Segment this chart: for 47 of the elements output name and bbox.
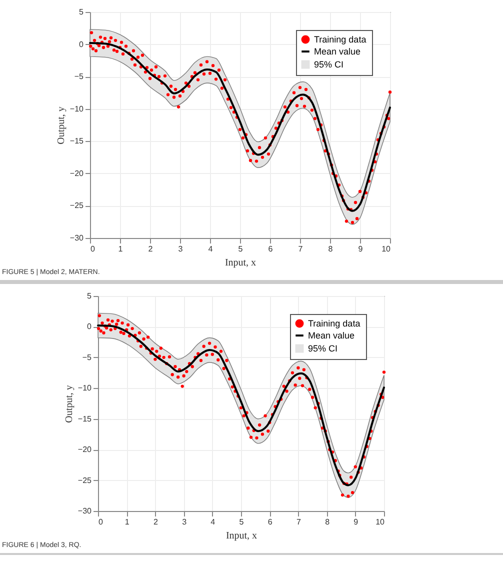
x-axis-title: Input, x [226, 530, 258, 542]
y-tick-label: −15 [70, 136, 84, 146]
y-tick-label: −25 [70, 201, 84, 210]
y-tick-label: −5 [82, 352, 92, 362]
x-tick-label: 7 [298, 244, 304, 254]
y-tick-label: −25 [78, 476, 92, 485]
y-tick-label: −20 [78, 445, 92, 454]
y-tick-label: 0 [87, 322, 92, 332]
x-tick-label: 0 [98, 518, 104, 526]
legend-label: Training data [308, 318, 360, 328]
y-tick-label: −10 [78, 384, 92, 393]
annotation: 95% CI [314, 60, 344, 70]
x-tick-label: 8 [325, 518, 330, 526]
y-tick-label: −10 [70, 104, 84, 114]
y-tick-label: −5 [74, 72, 84, 82]
y-tick-label: −15 [78, 414, 92, 424]
x-tick-label: 9 [358, 244, 364, 254]
y-tick-label: 5 [79, 8, 84, 16]
x-tick-label: 6 [268, 244, 274, 254]
x-tick-label: 6 [268, 518, 273, 526]
y-tick-label: −30 [70, 234, 84, 242]
x-tick-label: 8 [328, 244, 334, 254]
x-tick-label: 10 [382, 244, 392, 254]
x-tick-label: 9 [354, 518, 359, 526]
x-tick-label: 2 [153, 518, 158, 526]
y-tick-label: −20 [70, 168, 84, 178]
y-tick-label: −30 [78, 506, 92, 516]
legend-label: Training data [314, 34, 366, 44]
x-tick-label: 10 [376, 518, 386, 526]
y-axis-title: Output, y [64, 385, 75, 423]
legend-label: Mean value [308, 330, 355, 340]
x-tick-label: 5 [239, 518, 244, 526]
x-tick-label: 1 [118, 244, 124, 254]
x-tick-label: 3 [182, 518, 188, 526]
x-tick-label: 4 [210, 518, 216, 526]
annotation: 95% CI [308, 344, 338, 354]
legend-label: Mean value [314, 46, 361, 56]
x-axis-title: Input, x [224, 258, 256, 268]
y-tick-label: 5 [87, 292, 92, 300]
y-axis-title: Output, y [56, 106, 67, 144]
x-tick-label: 3 [178, 244, 184, 254]
x-tick-label: 4 [208, 244, 214, 254]
x-tick-label: 5 [238, 244, 244, 254]
x-tick-label: 2 [148, 244, 154, 254]
y-tick-label: 0 [79, 40, 84, 49]
x-tick-label: 1 [124, 518, 130, 526]
x-tick-label: 7 [296, 518, 302, 526]
